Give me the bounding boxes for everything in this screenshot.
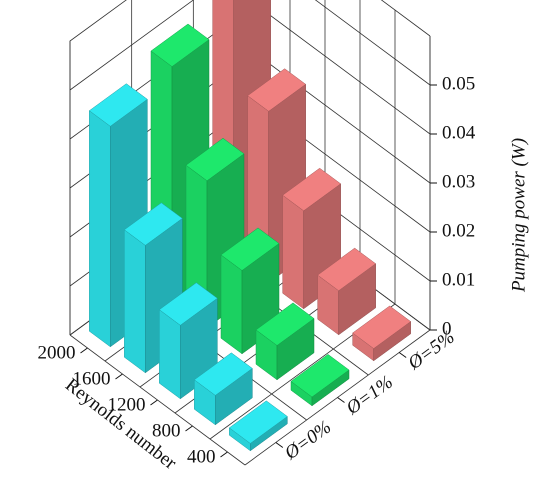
box-edge — [69, 0, 431, 335]
bar — [290, 354, 350, 407]
bar — [317, 247, 377, 336]
series-tick — [337, 397, 345, 403]
bar-top — [255, 302, 315, 346]
bar — [193, 352, 253, 426]
x-tick-label: 800 — [152, 420, 181, 441]
z-axis-title: Pumping power (W) — [508, 138, 529, 293]
series-label: Ø=5% — [404, 327, 459, 375]
bar-top — [150, 23, 210, 67]
bar-face-left — [124, 229, 146, 374]
series-tick — [398, 352, 407, 358]
bar-top — [247, 68, 307, 112]
bar — [255, 302, 315, 381]
bar-face-left — [89, 110, 111, 348]
z-tick-label: 0.05 — [442, 73, 475, 94]
bar-face-left — [282, 194, 304, 310]
bar-top — [290, 354, 350, 398]
z-tick-label: 0 — [442, 318, 452, 339]
series-label: Ø=1% — [342, 372, 397, 420]
bar — [352, 305, 412, 362]
x-tick-label: 2000 — [38, 342, 76, 363]
bar — [228, 400, 288, 452]
z-tick-label: 0.04 — [442, 122, 476, 143]
bar-top — [123, 202, 183, 246]
bar-top — [185, 137, 245, 182]
bar-face-left — [220, 254, 243, 355]
x-tick — [150, 399, 158, 406]
bar-top — [317, 247, 377, 292]
x-tick — [80, 347, 88, 354]
bar-top — [158, 282, 218, 326]
x-tick-label: 1200 — [108, 394, 146, 415]
bar-top — [282, 167, 342, 212]
bar-top — [228, 400, 288, 444]
series-tick — [275, 442, 284, 448]
x-tick-label: 1600 — [73, 368, 111, 389]
bar-top — [88, 83, 148, 127]
bar-top — [220, 227, 280, 271]
bar — [282, 167, 342, 310]
z-tick-label: 0.01 — [442, 269, 475, 290]
series-label: Ø=0% — [280, 417, 335, 465]
x-tick — [220, 451, 228, 458]
z-tick-label: 0.02 — [442, 220, 475, 241]
bar-top — [193, 352, 253, 396]
bar-top — [352, 305, 412, 349]
x-tick-label: 400 — [187, 446, 216, 467]
x-tick — [185, 425, 193, 432]
z-tick-label: 0.03 — [442, 171, 475, 192]
x-tick — [115, 373, 123, 380]
